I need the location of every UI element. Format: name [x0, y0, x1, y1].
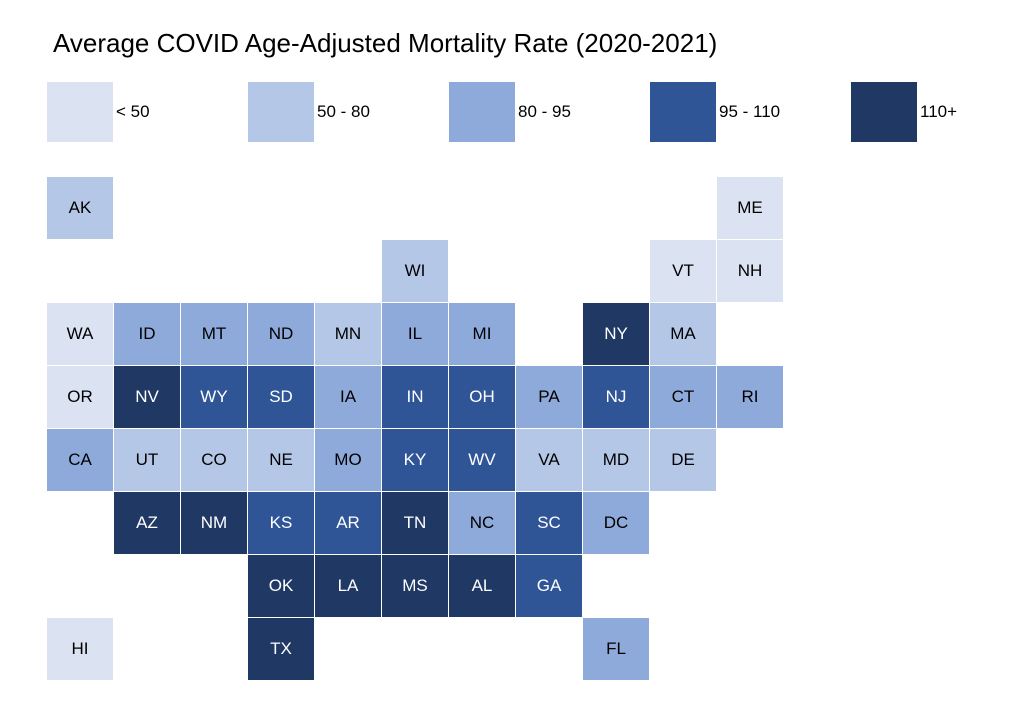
state-tile-NM: NM	[181, 492, 247, 554]
state-tile-AL: AL	[449, 555, 515, 617]
state-tile-WA: WA	[47, 303, 113, 365]
legend-color-swatch	[449, 82, 515, 142]
state-tile-VA: VA	[516, 429, 582, 491]
state-tile-TN: TN	[382, 492, 448, 554]
state-tile-ID: ID	[114, 303, 180, 365]
legend-item-4: 95 - 110	[650, 82, 780, 142]
state-tile-NH: NH	[717, 240, 783, 302]
state-tile-CO: CO	[181, 429, 247, 491]
state-tile-IA: IA	[315, 366, 381, 428]
state-tile-MN: MN	[315, 303, 381, 365]
state-tile-MA: MA	[650, 303, 716, 365]
state-tile-SD: SD	[248, 366, 314, 428]
state-tile-PA: PA	[516, 366, 582, 428]
state-tile-MI: MI	[449, 303, 515, 365]
state-tile-FL: FL	[583, 618, 649, 680]
state-tile-KY: KY	[382, 429, 448, 491]
state-tile-IL: IL	[382, 303, 448, 365]
state-tile-OK: OK	[248, 555, 314, 617]
legend-item-2: 50 - 80	[248, 82, 370, 142]
legend-color-swatch	[248, 82, 314, 142]
state-tile-IN: IN	[382, 366, 448, 428]
legend-label: 50 - 80	[317, 102, 370, 121]
state-tile-UT: UT	[114, 429, 180, 491]
state-tile-AZ: AZ	[114, 492, 180, 554]
state-tile-NY: NY	[583, 303, 649, 365]
legend: < 50 50 - 80 80 - 95 95 - 110 110+	[47, 82, 977, 142]
state-tile-MT: MT	[181, 303, 247, 365]
state-tile-ME: ME	[717, 177, 783, 239]
state-tile-TX: TX	[248, 618, 314, 680]
legend-label: 110+	[920, 102, 958, 121]
legend-color-swatch	[851, 82, 917, 142]
state-tile-VT: VT	[650, 240, 716, 302]
state-tile-SC: SC	[516, 492, 582, 554]
state-tile-MD: MD	[583, 429, 649, 491]
state-tile-grid-map: AK ME WI VT NH WA ID MT ND MN IL MI NY M…	[47, 177, 783, 680]
legend-label: < 50	[116, 102, 150, 121]
state-tile-WI: WI	[382, 240, 448, 302]
state-tile-HI: HI	[47, 618, 113, 680]
state-tile-WV: WV	[449, 429, 515, 491]
state-tile-ND: ND	[248, 303, 314, 365]
state-tile-OH: OH	[449, 366, 515, 428]
page-title: Average COVID Age-Adjusted Mortality Rat…	[53, 28, 718, 58]
state-tile-GA: GA	[516, 555, 582, 617]
state-tile-LA: LA	[315, 555, 381, 617]
state-tile-NE: NE	[248, 429, 314, 491]
state-tile-MO: MO	[315, 429, 381, 491]
state-tile-DC: DC	[583, 492, 649, 554]
legend-label: 80 - 95	[518, 102, 571, 121]
state-tile-DE: DE	[650, 429, 716, 491]
state-tile-NJ: NJ	[583, 366, 649, 428]
legend-label: 95 - 110	[719, 102, 781, 121]
state-tile-CT: CT	[650, 366, 716, 428]
legend-item-5: 110+	[851, 82, 957, 142]
state-tile-AR: AR	[315, 492, 381, 554]
state-tile-CA: CA	[47, 429, 113, 491]
legend-item-1: < 50	[47, 82, 150, 142]
state-tile-NV: NV	[114, 366, 180, 428]
state-tile-NC: NC	[449, 492, 515, 554]
state-tile-MS: MS	[382, 555, 448, 617]
legend-item-3: 80 - 95	[449, 82, 571, 142]
state-tile-KS: KS	[248, 492, 314, 554]
state-tile-RI: RI	[717, 366, 783, 428]
state-tile-OR: OR	[47, 366, 113, 428]
legend-color-swatch	[47, 82, 113, 142]
legend-color-swatch	[650, 82, 716, 142]
state-tile-AK: AK	[47, 177, 113, 239]
state-tile-WY: WY	[181, 366, 247, 428]
